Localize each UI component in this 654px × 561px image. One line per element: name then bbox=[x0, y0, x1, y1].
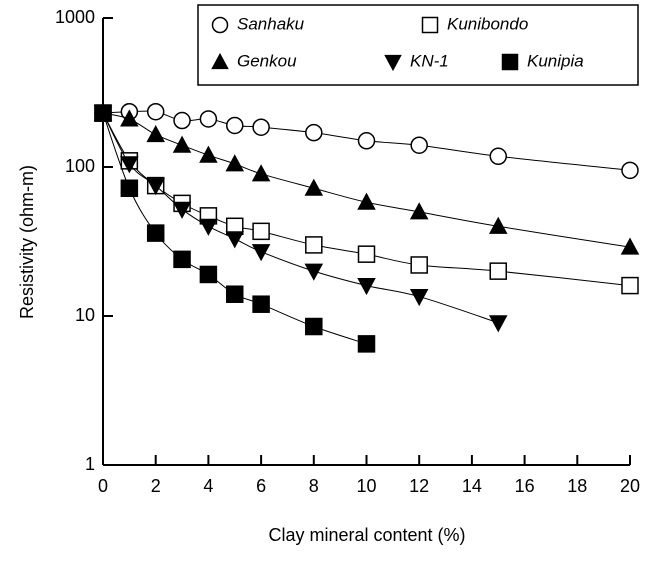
x-tick-label: 16 bbox=[515, 476, 535, 496]
y-tick-label: 10 bbox=[75, 305, 95, 325]
marker bbox=[252, 118, 270, 136]
x-tick-label: 20 bbox=[620, 476, 640, 496]
marker bbox=[621, 276, 639, 295]
marker bbox=[146, 224, 165, 242]
y-tick-label: 1000 bbox=[55, 7, 95, 27]
marker bbox=[146, 178, 165, 196]
marker bbox=[199, 110, 218, 128]
marker bbox=[173, 111, 191, 130]
legend-label: KN-1 bbox=[410, 51, 449, 70]
marker bbox=[489, 147, 507, 166]
marker bbox=[305, 123, 323, 142]
marker bbox=[172, 201, 192, 219]
x-tick-label: 4 bbox=[203, 476, 213, 496]
marker bbox=[304, 178, 324, 196]
marker bbox=[251, 164, 271, 182]
marker bbox=[489, 262, 507, 280]
x-tick-label: 14 bbox=[462, 476, 482, 496]
y-axis-label: Resistivity (ohm-m) bbox=[17, 165, 37, 319]
legend-label: Kunibondo bbox=[447, 14, 528, 33]
marker bbox=[357, 245, 376, 263]
x-tick-label: 12 bbox=[409, 476, 429, 496]
marker bbox=[488, 216, 508, 234]
marker bbox=[410, 256, 428, 274]
marker bbox=[251, 244, 271, 262]
marker bbox=[410, 136, 428, 154]
marker bbox=[199, 145, 218, 163]
legend-label: Sanhaku bbox=[237, 14, 305, 33]
marker bbox=[146, 102, 165, 121]
marker bbox=[172, 135, 192, 153]
marker bbox=[199, 218, 218, 236]
marker bbox=[409, 289, 429, 307]
y-tick-label: 1 bbox=[85, 454, 95, 474]
marker bbox=[173, 250, 191, 269]
marker bbox=[199, 265, 218, 284]
x-tick-label: 2 bbox=[151, 476, 161, 496]
marker bbox=[94, 104, 112, 122]
marker bbox=[357, 335, 376, 353]
y-tick-label: 100 bbox=[65, 156, 95, 176]
marker bbox=[421, 16, 439, 34]
marker bbox=[621, 161, 639, 180]
marker bbox=[620, 237, 640, 255]
marker bbox=[120, 156, 139, 174]
marker bbox=[120, 109, 139, 127]
marker bbox=[225, 231, 245, 249]
marker bbox=[304, 263, 324, 281]
legend-box bbox=[197, 4, 639, 86]
marker bbox=[225, 154, 245, 172]
legend-label: Genkou bbox=[237, 51, 297, 70]
x-tick-label: 18 bbox=[567, 476, 587, 496]
x-axis-label: Clay mineral content (%) bbox=[268, 525, 465, 545]
marker bbox=[226, 116, 244, 135]
marker bbox=[357, 278, 376, 296]
marker bbox=[305, 236, 323, 254]
marker bbox=[252, 295, 270, 313]
series-line bbox=[102, 112, 499, 324]
marker bbox=[146, 125, 165, 143]
marker bbox=[384, 54, 402, 72]
marker bbox=[488, 315, 508, 333]
marker bbox=[357, 192, 376, 210]
legend-label: Kunipia bbox=[527, 51, 584, 70]
marker bbox=[120, 179, 139, 198]
x-tick-label: 10 bbox=[356, 476, 376, 496]
marker bbox=[211, 52, 229, 70]
marker bbox=[357, 132, 376, 150]
x-tick-label: 8 bbox=[309, 476, 319, 496]
marker bbox=[501, 53, 519, 71]
marker bbox=[409, 202, 429, 220]
marker bbox=[252, 222, 270, 241]
x-tick-label: 6 bbox=[256, 476, 266, 496]
marker bbox=[226, 285, 244, 303]
marker bbox=[305, 317, 323, 336]
x-tick-label: 0 bbox=[98, 476, 108, 496]
marker bbox=[211, 16, 229, 34]
